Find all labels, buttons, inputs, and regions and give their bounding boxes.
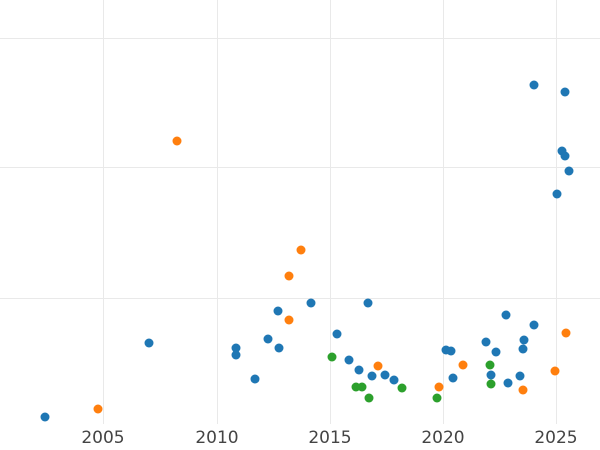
series-blue-point-3	[231, 350, 241, 360]
series-blue-point-25	[518, 344, 528, 354]
series-blue-point-11	[354, 365, 364, 375]
series-blue-point-31	[560, 151, 570, 161]
h-gridline-0	[0, 38, 600, 39]
series-orange-point-0	[93, 404, 103, 414]
v-gridline-2005	[103, 0, 104, 424]
x-tick-label-2005: 2005	[81, 428, 125, 448]
series-green-point-3	[364, 393, 374, 403]
x-tick-label-2025: 2025	[534, 428, 578, 448]
series-blue-point-0	[40, 412, 50, 422]
series-green-point-6	[485, 360, 495, 370]
series-blue-point-4	[250, 374, 260, 384]
series-orange-point-6	[434, 382, 444, 392]
series-orange-point-1	[172, 136, 182, 146]
series-blue-point-12	[363, 298, 373, 308]
series-blue-point-23	[503, 378, 513, 388]
series-green-point-2	[357, 382, 367, 392]
series-blue-point-17	[446, 346, 456, 356]
series-green-point-5	[432, 393, 442, 403]
series-green-point-0	[327, 352, 337, 362]
v-gridline-2010	[217, 0, 218, 424]
series-blue-point-18	[448, 373, 458, 383]
series-orange-point-4	[296, 245, 306, 255]
series-blue-point-10	[344, 355, 354, 365]
series-blue-point-21	[491, 347, 501, 357]
series-blue-point-27	[529, 320, 539, 330]
series-blue-point-32	[560, 87, 570, 97]
x-tick-label-2015: 2015	[308, 428, 352, 448]
series-blue-point-19	[481, 337, 491, 347]
series-blue-point-14	[380, 370, 390, 380]
x-axis: 2005 2010 2015 2020 2025	[0, 424, 600, 450]
series-orange-point-9	[550, 366, 560, 376]
series-blue-point-28	[529, 80, 539, 90]
series-orange-point-8	[518, 385, 528, 395]
series-blue-point-30	[557, 146, 567, 156]
series-blue-point-26	[519, 335, 529, 345]
x-tick-label-2020: 2020	[421, 428, 465, 448]
series-blue-point-9	[332, 329, 342, 339]
v-gridline-2015	[330, 0, 331, 424]
series-blue-point-5	[263, 334, 273, 344]
series-blue-point-1	[144, 338, 154, 348]
series-blue-point-20	[486, 370, 496, 380]
series-orange-point-2	[284, 271, 294, 281]
v-gridline-2025	[556, 0, 557, 424]
series-blue-point-8	[306, 298, 316, 308]
series-orange-point-3	[284, 315, 294, 325]
h-gridline-1	[0, 167, 600, 168]
series-blue-point-7	[274, 343, 284, 353]
series-blue-point-22	[501, 310, 511, 320]
series-orange-point-10	[561, 328, 571, 338]
series-blue-point-16	[441, 345, 451, 355]
series-orange-point-5	[373, 361, 383, 371]
series-green-point-7	[486, 379, 496, 389]
series-blue-point-15	[389, 375, 399, 385]
series-green-point-1	[351, 382, 361, 392]
series-blue-point-24	[515, 371, 525, 381]
v-gridline-2020	[443, 0, 444, 424]
series-blue-point-33	[564, 166, 574, 176]
series-orange-point-7	[458, 360, 468, 370]
h-gridline-2	[0, 298, 600, 299]
series-green-point-4	[397, 383, 407, 393]
series-blue-point-29	[552, 189, 562, 199]
x-tick-label-2010: 2010	[195, 428, 239, 448]
series-blue-point-2	[231, 343, 241, 353]
series-blue-point-6	[273, 306, 283, 316]
series-blue-point-13	[367, 371, 377, 381]
plot-area	[0, 0, 600, 424]
